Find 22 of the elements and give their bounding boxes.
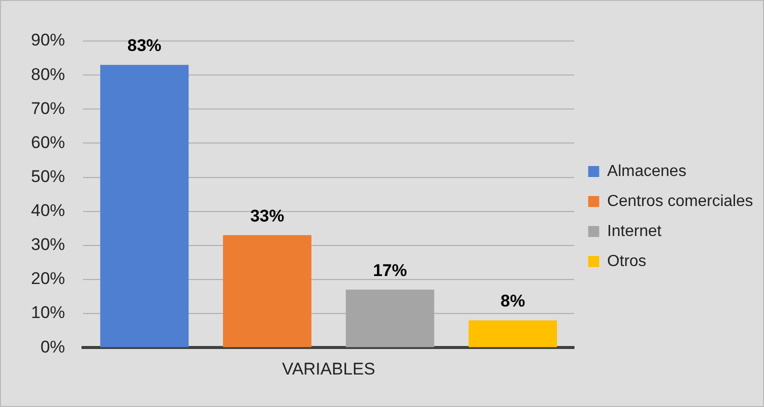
bar [100, 64, 189, 348]
data-label: 17% [372, 260, 408, 280]
x-tick-label: VARIABLES [282, 359, 376, 378]
data-label: 33% [250, 206, 284, 226]
bar [468, 320, 557, 348]
y-tick-label: 0% [40, 337, 66, 356]
bar [223, 235, 312, 348]
y-tick-label: 30% [30, 235, 66, 254]
y-tick-label: 20% [30, 269, 66, 288]
data-label: 8% [500, 292, 526, 311]
legend-label: Centros comerciales [607, 192, 753, 210]
legend-label: Almacenes [607, 162, 686, 180]
y-tick-label: 10% [30, 303, 66, 322]
y-tick-label: 90% [30, 30, 66, 50]
legend-label: Otros [607, 252, 646, 270]
y-tick-label: 70% [30, 98, 66, 118]
y-tick-label: 40% [30, 201, 66, 220]
y-tick-label: 60% [30, 132, 66, 152]
y-tick-label: 50% [30, 166, 66, 186]
data-label: 83% [127, 36, 162, 56]
y-tick-label: 80% [30, 64, 66, 84]
legend-label: Internet [607, 222, 662, 240]
